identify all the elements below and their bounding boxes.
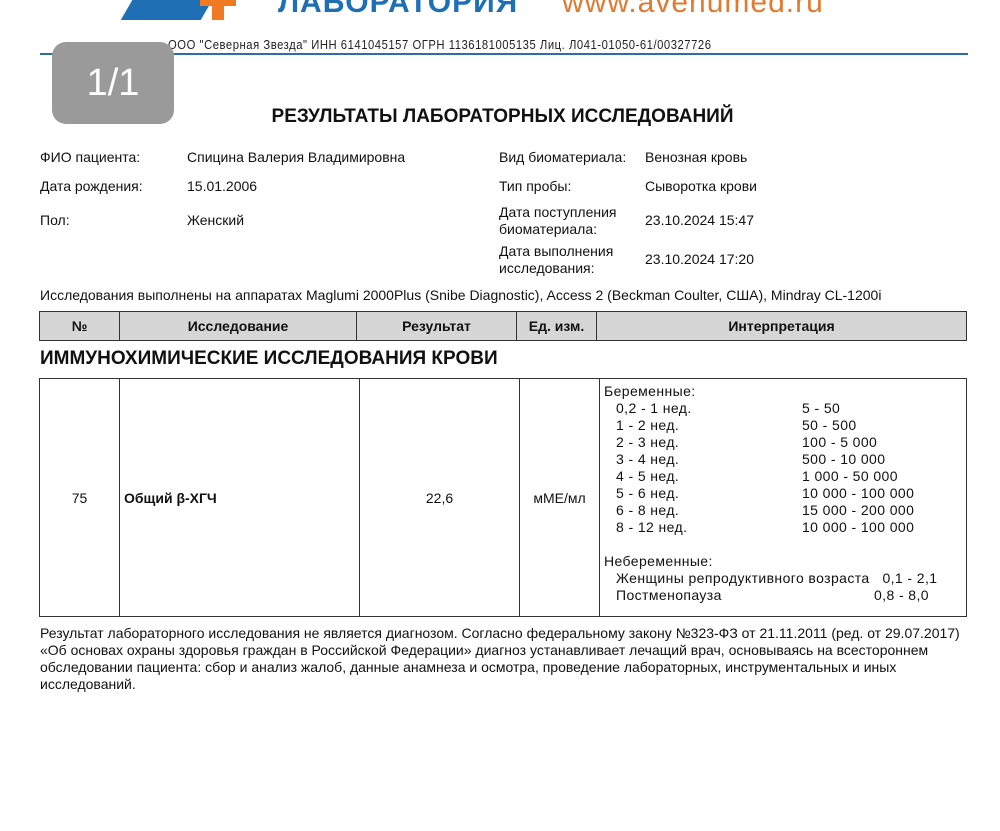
biomaterial-label: Вид биоматериала: — [499, 149, 627, 165]
nonpregnant-label: Небеременные: — [604, 553, 713, 569]
postmenopause-range: Постменопауза 0,8 - 8,0 — [616, 587, 929, 603]
row-test: Общий β-ХГЧ — [119, 378, 360, 617]
lab-name: ЛАБОРАТОРИЯ — [278, 0, 519, 19]
pregnant-range-row: 1 - 2 нед. 50 - 500 — [616, 417, 857, 433]
equipment-note: Исследования выполнены на аппаратах Magl… — [40, 287, 882, 303]
col-num: № — [39, 311, 120, 341]
received: 23.10.2024 15:47 — [645, 212, 754, 228]
sample: Сыворотка крови — [645, 178, 757, 194]
logo-cross-icon — [200, 0, 236, 20]
row-num: 75 — [39, 378, 120, 617]
pregnant-range-row: 6 - 8 нед. 15 000 - 200 000 — [616, 502, 915, 518]
row-unit: мМЕ/мл — [519, 378, 600, 617]
sex: Женский — [187, 212, 245, 228]
org-line: ООО "Северная Звезда" ИНН 6141045157 ОГР… — [168, 38, 712, 52]
pregnant-label: Беременные: — [604, 383, 696, 399]
sample-label: Тип пробы: — [499, 178, 572, 194]
row-result: 22,6 — [359, 378, 520, 617]
done-label: Дата выполнения исследования: — [499, 243, 614, 276]
col-interpretation: Интерпретация — [596, 311, 967, 341]
page-indicator: 1/1 — [52, 42, 174, 124]
pregnant-range-row: 5 - 6 нед. 10 000 - 100 000 — [616, 485, 915, 501]
table-row: 75 Общий β-ХГЧ 22,6 мМЕ/мл Беременные: 0… — [39, 378, 967, 617]
received-label: Дата поступления биоматериала: — [499, 204, 617, 237]
pregnant-ranges: 0,2 - 1 нед. 5 - 50 1 - 2 нед. 50 - 500 2 - … — [604, 400, 962, 536]
header-divider — [40, 53, 968, 55]
pregnant-range-row: 4 - 5 нед. 1 000 - 50 000 — [616, 468, 898, 484]
row-interpretation: Беременные: 0,2 - 1 нед. 5 - 50 1 - 2 нед.… — [599, 378, 967, 617]
results-table: 75 Общий β-ХГЧ 22,6 мМЕ/мл Беременные: 0… — [39, 378, 967, 617]
done: 23.10.2024 17:20 — [645, 251, 754, 267]
biomaterial: Венозная кровь — [645, 149, 748, 165]
patient-name: Спицина Валерия Владимировна — [187, 149, 406, 165]
sex-label: Пол: — [40, 212, 70, 228]
disclaimer: Результат лабораторного исследования не … — [40, 625, 960, 692]
name-label: ФИО пациента: — [40, 149, 141, 165]
website: www.avenumed.ru — [562, 0, 824, 19]
pregnant-range-row: 0,2 - 1 нед. 5 - 50 — [616, 400, 841, 416]
pregnant-range-row: 8 - 12 нед. 10 000 - 100 000 — [616, 519, 915, 535]
col-result: Результат — [356, 311, 517, 341]
reproductive-range: Женщины репродуктивного возраста 0,1 - 2… — [616, 570, 938, 586]
col-unit: Ед. изм. — [516, 311, 597, 341]
col-test: Исследование — [119, 311, 357, 341]
section-title: ИММУНОХИМИЧЕСКИЕ ИССЛЕДОВАНИЯ КРОВИ — [40, 348, 498, 369]
dob: 15.01.2006 — [187, 178, 258, 194]
page-title: РЕЗУЛЬТАТЫ ЛАБОРАТОРНЫХ ИССЛЕДОВАНИЙ — [271, 106, 734, 127]
pregnant-range-row: 3 - 4 нед. 500 - 10 000 — [616, 451, 886, 467]
results-header: № Исследование Результат Ед. изм. Интерп… — [39, 311, 967, 341]
dob-label: Дата рождения: — [40, 178, 143, 194]
pregnant-range-row: 2 - 3 нед. 100 - 5 000 — [616, 434, 878, 450]
